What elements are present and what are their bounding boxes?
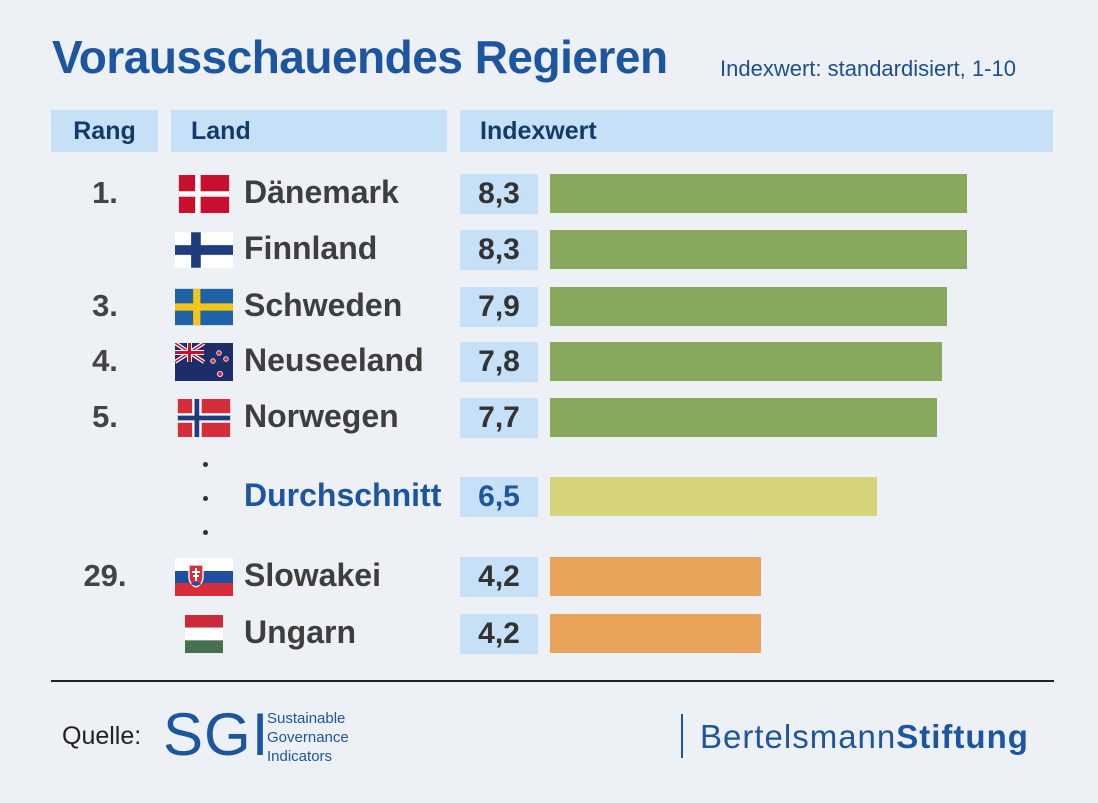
bar xyxy=(550,287,947,326)
brand-regular: Bertelsmann xyxy=(700,718,897,755)
chart-title: Vorausschauendes Regieren xyxy=(52,31,668,83)
value-label: 8,3 xyxy=(460,230,538,270)
rank-label: 29. xyxy=(83,558,127,593)
denmark-flag xyxy=(175,175,233,213)
ellipsis-dot xyxy=(203,530,208,535)
bar xyxy=(550,614,761,653)
value-label: 4,2 xyxy=(460,557,538,597)
column-header-rank: Rang xyxy=(51,110,158,152)
sweden-flag xyxy=(175,288,233,326)
hungary-flag xyxy=(175,615,233,653)
bar xyxy=(550,174,967,213)
value-label: 7,7 xyxy=(460,398,538,438)
country-label: Ungarn xyxy=(244,614,356,650)
brand-divider xyxy=(681,714,683,758)
rank-label: 3. xyxy=(92,288,118,323)
value-label: 7,9 xyxy=(460,287,538,327)
rank-label: 5. xyxy=(92,399,118,434)
value-label: 4,2 xyxy=(460,614,538,654)
bar xyxy=(550,557,761,596)
source-label: Quelle: xyxy=(62,722,142,750)
chart-subtitle: Indexwert: standardisiert, 1-10 xyxy=(720,56,1016,81)
bar xyxy=(550,477,877,516)
brand-bold: Stiftung xyxy=(896,718,1029,755)
value-label: 8,3 xyxy=(460,174,538,214)
new-zealand-flag xyxy=(175,343,233,381)
country-label: Slowakei xyxy=(244,557,381,593)
slovakia-flag xyxy=(175,558,233,596)
bar xyxy=(550,398,937,437)
ellipsis-dot xyxy=(203,496,208,501)
sgi-logo: SGI xyxy=(163,701,270,768)
column-header-country: Land xyxy=(171,110,447,152)
norway-flag xyxy=(175,399,233,437)
bertelsmann-stiftung-logo: BertelsmannStiftung xyxy=(700,718,1029,756)
sgi-text-line: Indicators xyxy=(267,748,333,765)
country-label: Norwegen xyxy=(244,398,399,434)
sgi-text-line: Governance xyxy=(267,729,349,746)
finland-flag xyxy=(175,231,233,269)
footer-divider xyxy=(51,680,1054,682)
sgi-text-line: Sustainable xyxy=(267,710,346,727)
value-label: 6,5 xyxy=(460,477,538,517)
column-header-value: Indexwert xyxy=(460,110,1053,152)
bar xyxy=(550,342,942,381)
country-label: Neuseeland xyxy=(244,342,424,378)
country-label: Durchschnitt xyxy=(244,477,442,513)
value-label: 7,8 xyxy=(460,342,538,382)
country-label: Schweden xyxy=(244,287,403,323)
rank-label: 1. xyxy=(92,175,118,210)
ellipsis-dot xyxy=(203,462,208,467)
rank-label: 4. xyxy=(92,343,118,378)
bar xyxy=(550,230,967,269)
country-label: Finnland xyxy=(244,230,378,266)
sgi-logo-text: Sustainable Governance Indicators xyxy=(267,709,349,766)
country-label: Dänemark xyxy=(244,174,399,210)
